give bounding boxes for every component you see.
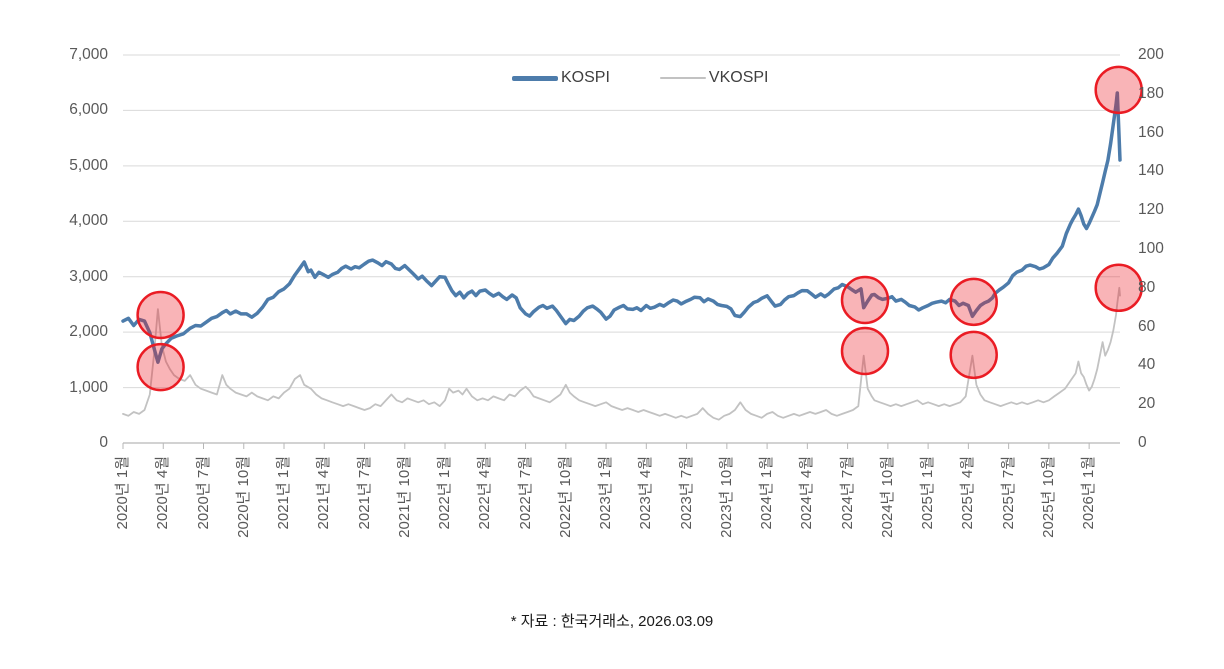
- x-axis-label: 2022년 10월: [557, 456, 575, 556]
- x-axis-label-text: 2025년 10월: [1039, 456, 1057, 538]
- x-axis-label-text: 2024년 1월: [758, 456, 776, 530]
- x-axis-label-text: 2024년 10월: [878, 456, 896, 538]
- x-axis-label: 2021년 10월: [396, 456, 414, 556]
- x-axis-label-text: 2022년 1월: [436, 456, 454, 530]
- y-axis-label-left: 4,000: [69, 212, 108, 230]
- vkospi-line-swatch: [659, 76, 706, 80]
- x-axis-label: 2024년 10월: [879, 456, 897, 556]
- highlight-circle: [949, 277, 998, 327]
- legend-item-vkospi: VKOSPI: [659, 69, 769, 87]
- x-axis-label: 2025년 4월: [959, 456, 977, 556]
- legend-label-kospi: KOSPI: [561, 69, 610, 86]
- y-axis-label-left: 3,000: [69, 267, 108, 285]
- x-axis-label: 2021년 7월: [356, 456, 374, 556]
- kospi-line: [121, 91, 1122, 364]
- highlight-circle: [840, 275, 890, 325]
- x-axis-label: 2024년 1월: [758, 456, 776, 556]
- y-axis-label-left: 6,000: [69, 101, 108, 119]
- x-axis-label-text: 2020년 7월: [194, 456, 212, 530]
- x-axis-label-text: 2024년 7월: [838, 456, 856, 530]
- x-axis-label: 2025년 10월: [1040, 456, 1058, 556]
- y-axis-label-right: 120: [1138, 201, 1164, 219]
- x-axis-label-text: 2025년 1월: [919, 456, 937, 530]
- x-axis-label-text: 2022년 10월: [556, 456, 574, 538]
- y-axis-label-right: 20: [1138, 395, 1156, 413]
- x-axis-label-text: 2021년 4월: [315, 456, 333, 530]
- y-axis-label-left: 0: [99, 434, 108, 451]
- x-axis-label: 2024년 4월: [798, 456, 816, 556]
- x-axis-label-text: 2024년 4월: [798, 456, 816, 530]
- x-axis-label-text: 2021년 10월: [395, 456, 413, 538]
- x-axis-label-text: 2021년 7월: [355, 456, 373, 530]
- y-axis-label-right: 140: [1138, 162, 1164, 180]
- x-axis-label: 2020년 1월: [114, 456, 132, 556]
- y-axis-label-right: 80: [1138, 278, 1156, 296]
- vkospi-line: [122, 286, 1121, 421]
- x-axis-label-text: 2023년 7월: [677, 456, 695, 530]
- y-axis-label-right: 60: [1138, 317, 1156, 335]
- x-axis-label-text: 2025년 4월: [959, 456, 977, 530]
- x-axis-label-text: 2020년 4월: [154, 456, 172, 530]
- x-axis-label: 2022년 4월: [476, 456, 494, 556]
- y-axis-label-left: 5,000: [69, 156, 108, 174]
- x-axis-label: 2021년 4월: [315, 456, 333, 556]
- x-axis-label: 2023년 10월: [718, 456, 736, 556]
- legend: KOSPI VKOSPI: [512, 69, 768, 87]
- x-axis-label: 2026년 1월: [1080, 456, 1098, 556]
- x-axis-label: 2023년 7월: [678, 456, 696, 556]
- x-axis-label-text: 2026년 1월: [1080, 456, 1098, 530]
- highlight-circle: [136, 290, 185, 340]
- x-axis-label-text: 2021년 1월: [275, 456, 293, 530]
- x-axis-label-text: 2023년 1월: [597, 456, 615, 530]
- y-axis-label-right: 100: [1138, 240, 1164, 257]
- kospi-line-swatch: [512, 75, 558, 81]
- y-axis-label-left: 2,000: [69, 323, 108, 341]
- x-axis-label-text: 2023년 4월: [637, 456, 655, 530]
- y-axis-label-right: 160: [1138, 123, 1164, 141]
- x-axis-label: 2024년 7월: [839, 456, 857, 556]
- x-axis-label: 2025년 1월: [919, 456, 937, 556]
- x-axis-label: 2025년 7월: [1000, 456, 1018, 556]
- y-axis-label-right: 200: [1138, 46, 1164, 63]
- legend-label-vkospi: VKOSPI: [708, 69, 769, 86]
- highlight-circle: [840, 326, 890, 376]
- x-axis-label-text: 2020년 10월: [234, 456, 252, 538]
- x-axis-label-text: 2023년 10월: [717, 456, 735, 538]
- x-axis-label-text: 2022년 4월: [476, 456, 494, 530]
- x-axis-label-text: 2025년 7월: [999, 456, 1017, 530]
- highlight-circle: [1094, 263, 1143, 313]
- x-axis-label: 2022년 1월: [436, 456, 454, 556]
- highlight-circle: [136, 342, 185, 392]
- y-axis-label-right: 180: [1138, 84, 1164, 102]
- x-axis-label: 2020년 10월: [235, 456, 253, 556]
- highlight-circle: [1094, 65, 1143, 115]
- x-axis-label: 2022년 7월: [517, 456, 535, 556]
- y-axis-label-right: 0: [1138, 434, 1147, 451]
- x-axis-label: 2020년 7월: [195, 456, 213, 556]
- x-axis-label: 2023년 1월: [597, 456, 615, 556]
- y-axis-label-left: 1,000: [69, 378, 108, 396]
- y-axis-label-right: 40: [1138, 356, 1156, 374]
- y-axis-label-left: 7,000: [69, 46, 108, 63]
- x-axis-label: 2021년 1월: [275, 456, 293, 556]
- source-note: * 자료 : 한국거래소, 2026.03.09: [510, 613, 714, 630]
- x-axis-label-text: 2020년 1월: [114, 456, 131, 530]
- x-axis-label: 2023년 4월: [637, 456, 655, 556]
- x-axis-label-text: 2022년 7월: [516, 456, 534, 530]
- x-axis-label: 2020년 4월: [154, 456, 172, 556]
- legend-item-kospi: KOSPI: [512, 69, 610, 87]
- highlight-circle: [949, 330, 998, 380]
